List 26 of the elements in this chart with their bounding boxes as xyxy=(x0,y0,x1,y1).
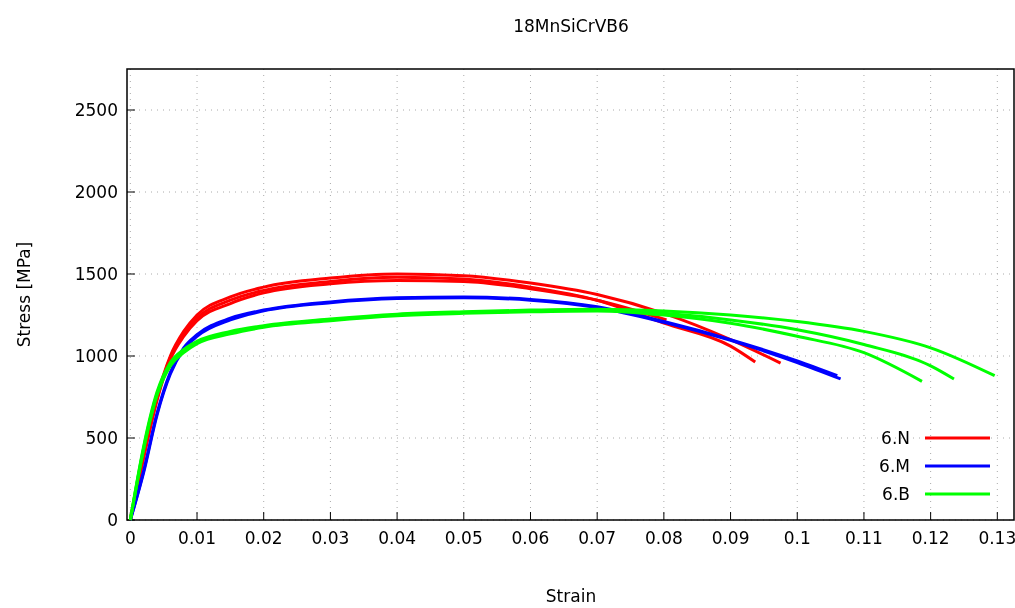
chart-title: 18MnSiCrVB6 xyxy=(513,16,629,36)
x-tick-label: 0.13 xyxy=(978,528,1015,548)
x-tick-label: 0.05 xyxy=(444,528,483,548)
legend-label: 6.M xyxy=(879,456,910,476)
y-tick-label: 1500 xyxy=(74,264,118,284)
x-tick-label: 0.11 xyxy=(845,528,883,548)
x-axis-title: Strain xyxy=(545,586,597,606)
x-tick-label: 0.03 xyxy=(311,528,350,548)
x-tick-label: 0.12 xyxy=(911,528,950,548)
x-tick-label: 0.06 xyxy=(511,528,550,548)
legend-label: 6.N xyxy=(881,428,910,448)
x-tick-label: 0.07 xyxy=(578,528,617,548)
x-tick-label: 0.04 xyxy=(378,528,417,548)
y-tick-label: 2500 xyxy=(74,100,118,120)
x-tick-label: 0.01 xyxy=(178,528,216,548)
y-axis-title: Stress [MPa] xyxy=(14,241,34,348)
y-tick-label: 500 xyxy=(85,428,118,448)
x-tick-label: 0.1 xyxy=(783,528,811,548)
y-tick-label: 2000 xyxy=(74,182,118,202)
x-tick-label: 0 xyxy=(124,528,136,548)
legend-label: 6.B xyxy=(882,484,910,504)
x-tick-label: 0.02 xyxy=(244,528,283,548)
x-tick-label: 0.08 xyxy=(644,528,683,548)
y-tick-label: 1000 xyxy=(74,346,118,366)
x-tick-label: 0.09 xyxy=(711,528,750,548)
y-tick-label: 0 xyxy=(107,510,118,530)
